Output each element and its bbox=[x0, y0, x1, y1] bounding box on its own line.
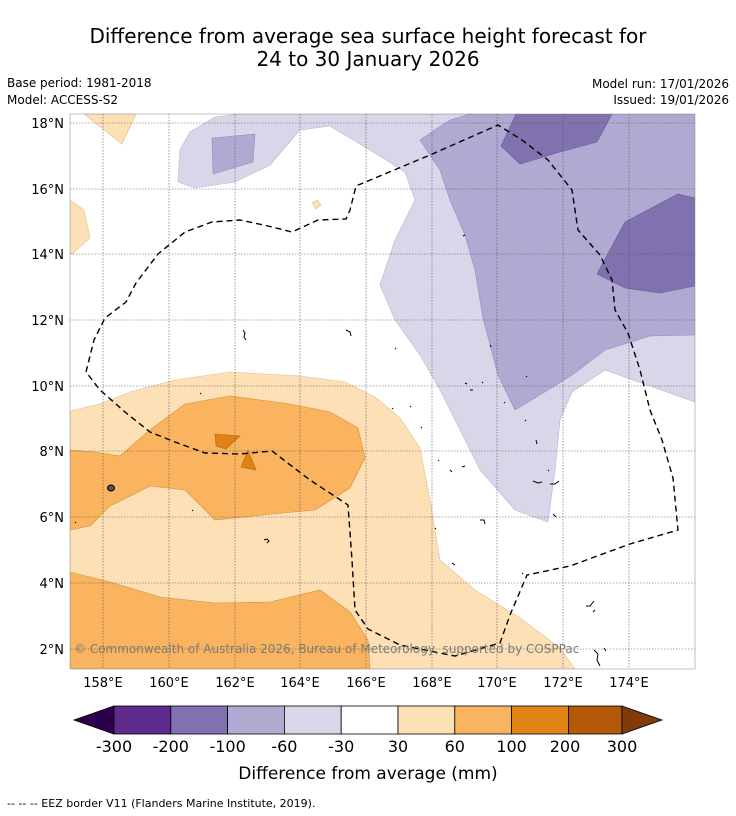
colorbar-tick: 300 bbox=[607, 737, 638, 756]
colorbar-swatch bbox=[283, 705, 342, 735]
eez-border bbox=[85, 124, 679, 657]
colorbar-swatch bbox=[113, 705, 172, 735]
colorbar-ticks: -300 -200 -100 -60 -30 30 60 100 200 300 bbox=[96, 737, 637, 756]
colorbar-swatch bbox=[340, 705, 399, 735]
map-frame bbox=[69, 113, 696, 670]
lat-label: 12°N bbox=[31, 314, 64, 329]
colorbar-tick: 60 bbox=[445, 737, 465, 756]
lon-label: 170°E bbox=[477, 676, 517, 691]
colorbar-tick: 30 bbox=[388, 737, 408, 756]
eez-legend-footnote: -- -- -- EEZ border V11 (Flanders Marine… bbox=[7, 797, 316, 810]
anomaly-area-neg100-neg200-north bbox=[500, 114, 613, 165]
base-period: Base period: 1981-2018 bbox=[7, 76, 152, 90]
lon-label: 166°E bbox=[346, 676, 386, 691]
anomaly-area-neg60-neg100-west bbox=[211, 133, 256, 175]
lon-label: 158°E bbox=[83, 676, 123, 691]
colorbar-swatch bbox=[454, 705, 512, 735]
lon-label: 164°E bbox=[280, 676, 320, 691]
longitude-labels: 158°E 160°E 162°E 164°E 166°E 168°E 170°… bbox=[83, 676, 649, 691]
anomaly-area-neg60-neg100 bbox=[419, 114, 695, 411]
anomaly-area-30-60-west bbox=[70, 199, 91, 255]
islands bbox=[74, 234, 607, 667]
anomaly-area-100-200-b bbox=[240, 449, 257, 471]
copyright-notice: © Commonwealth of Australia 2026, Bureau… bbox=[74, 642, 579, 656]
lon-label: 160°E bbox=[149, 676, 189, 691]
colorbar-swatch bbox=[568, 705, 623, 735]
colorbar-tick: -100 bbox=[209, 737, 245, 756]
anomaly-area-neg100-neg200-east bbox=[596, 193, 695, 294]
lon-label: 174°E bbox=[609, 676, 649, 691]
colorbar-swatch bbox=[227, 705, 285, 735]
lon-label: 168°E bbox=[412, 676, 452, 691]
colorbar-high-arrow bbox=[621, 705, 664, 735]
colorbar-swatch bbox=[511, 705, 569, 735]
colorbar-tick: -30 bbox=[328, 737, 354, 756]
colorbar-swatch bbox=[397, 705, 456, 735]
model-name: Model: ACCESS-S2 bbox=[7, 93, 119, 107]
issued-date: Issued: 19/01/2026 bbox=[613, 93, 729, 107]
lat-label: 14°N bbox=[31, 248, 64, 263]
lat-label: 4°N bbox=[40, 577, 65, 592]
lat-label: 2°N bbox=[40, 643, 65, 658]
colorbar-swatch bbox=[170, 705, 229, 735]
colorbar-label: Difference from average (mm) bbox=[238, 764, 498, 784]
lat-label: 8°N bbox=[40, 445, 65, 460]
colorbar: -300 -200 -100 -60 -30 30 60 100 200 300 bbox=[72, 705, 664, 756]
anomaly-area-100-200-a bbox=[214, 433, 241, 450]
map-gridlines bbox=[70, 114, 695, 669]
latitude-labels: 18°N 16°N 14°N 12°N 10°N 8°N 6°N 4°N 2°N bbox=[31, 117, 64, 658]
colorbar-tick: -300 bbox=[96, 737, 132, 756]
forecast-map bbox=[70, 114, 695, 669]
map-figure: 18°N 16°N 14°N 12°N 10°N 8°N 6°N 4°N 2°N… bbox=[31, 113, 696, 691]
colorbar-tick: -60 bbox=[271, 737, 297, 756]
lat-label: 16°N bbox=[31, 183, 64, 198]
anomaly-area-30-60-small bbox=[311, 199, 322, 210]
lat-label: 18°N bbox=[31, 117, 64, 132]
colorbar-tick: 200 bbox=[550, 737, 581, 756]
colorbar-tick: -200 bbox=[153, 737, 189, 756]
title-line-2: 24 to 30 January 2026 bbox=[256, 47, 480, 71]
model-run: Model run: 17/01/2026 bbox=[591, 77, 729, 91]
colorbar-tick: 100 bbox=[496, 737, 527, 756]
anomaly-area-60-100-central bbox=[70, 395, 366, 531]
title-line-1: Difference from average sea surface heig… bbox=[89, 24, 647, 48]
lat-label: 6°N bbox=[40, 511, 65, 526]
lat-label: 10°N bbox=[31, 380, 64, 395]
colorbar-low-arrow bbox=[72, 705, 115, 735]
lon-label: 172°E bbox=[543, 676, 583, 691]
anomaly-area-60-100-south bbox=[70, 571, 371, 669]
lon-label: 162°E bbox=[215, 676, 255, 691]
